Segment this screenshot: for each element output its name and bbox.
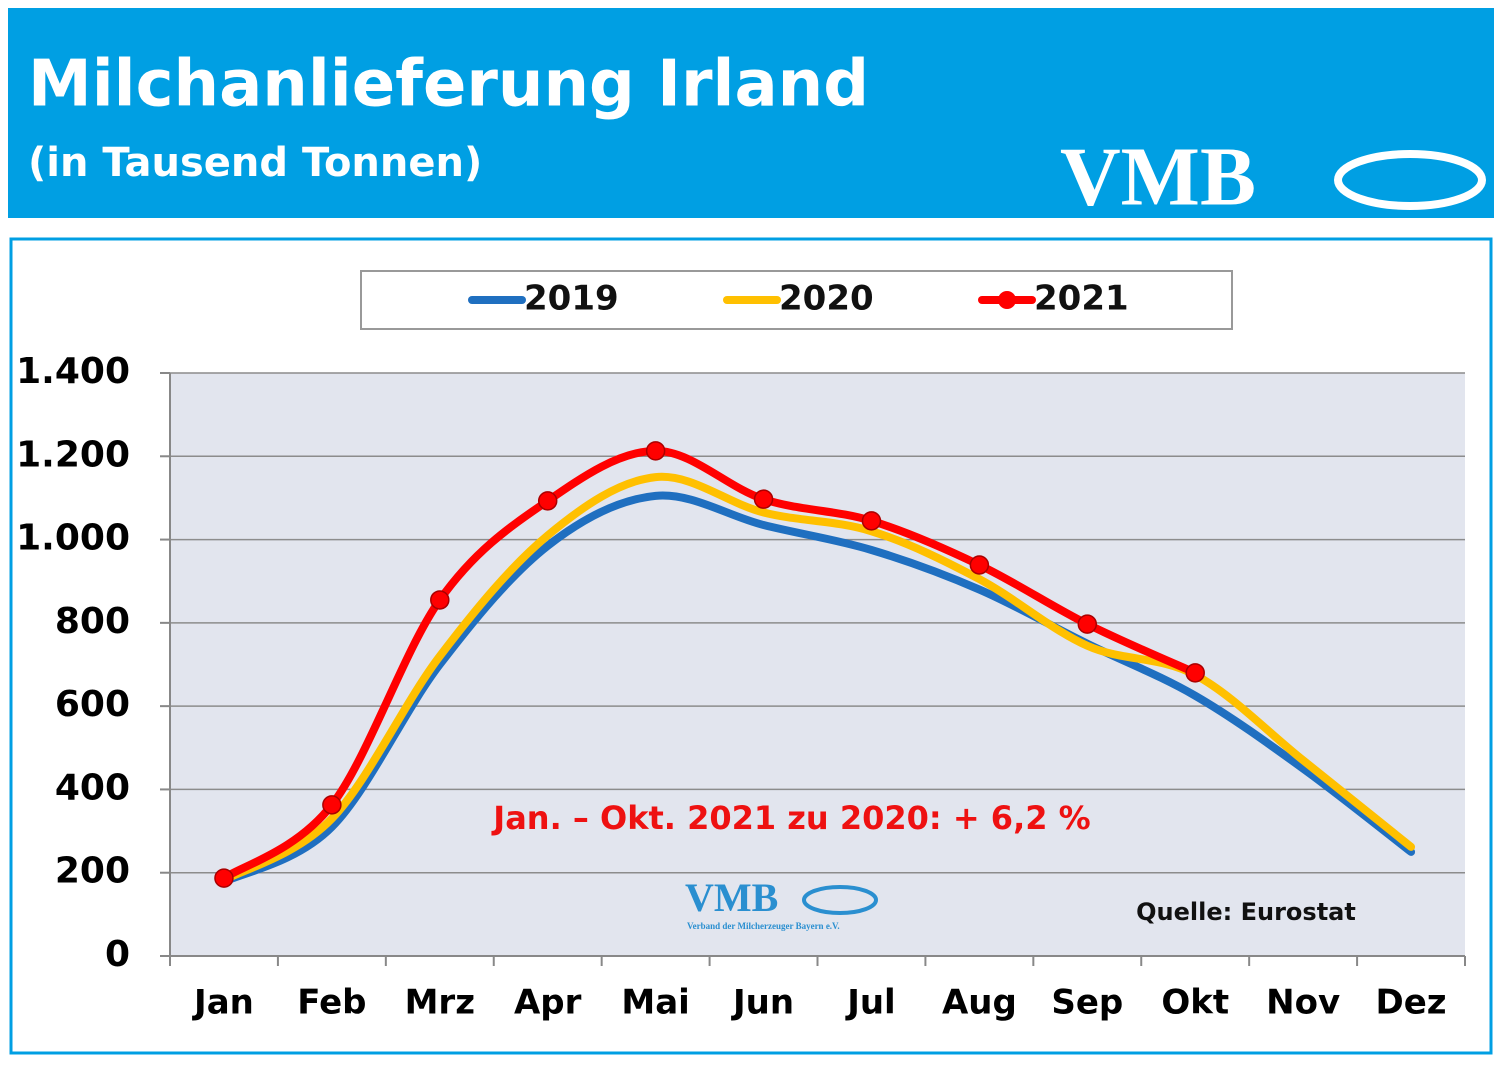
plot-area xyxy=(170,373,1465,956)
legend-label: 2019 xyxy=(524,279,619,319)
x-tick-label: Sep xyxy=(1051,983,1123,1023)
x-tick-label: Apr xyxy=(514,983,582,1023)
x-tick-label: Jan xyxy=(192,983,254,1023)
x-tick-label: Jul xyxy=(845,983,896,1023)
legend-marker xyxy=(998,291,1016,309)
y-tick-label: 1.000 xyxy=(16,518,130,559)
x-tick-label: Nov xyxy=(1266,983,1340,1023)
point xyxy=(645,441,666,461)
title: Milchanlieferung Irland xyxy=(28,48,869,122)
y-tick-label: 0 xyxy=(105,934,130,975)
y-tick-label: 800 xyxy=(55,601,130,642)
series-line xyxy=(219,446,1200,883)
point xyxy=(1185,663,1205,683)
annotation: Jan. – Okt. 2021 zu 2020: + 6,2 % xyxy=(491,799,1090,837)
logo-swoosh xyxy=(1334,150,1486,210)
x-tick-label: Aug xyxy=(942,983,1017,1023)
x-tick-label: Dez xyxy=(1376,983,1447,1023)
point xyxy=(537,491,558,511)
y-tick-label: 1.400 xyxy=(16,351,130,392)
watermark: VMB xyxy=(685,875,778,920)
x-tick-label: Feb xyxy=(297,983,366,1023)
y-tick-label: 600 xyxy=(55,684,130,725)
y-tick-label: 400 xyxy=(55,767,130,808)
logo: VMB xyxy=(1060,130,1256,223)
x-tick-label: Mai xyxy=(621,983,689,1023)
point xyxy=(214,868,234,888)
point xyxy=(753,489,774,509)
series-line xyxy=(219,472,1416,885)
x-tick-label: Mrz xyxy=(405,983,475,1023)
source: Quelle: Eurostat xyxy=(1136,898,1356,926)
x-tick-label: Okt xyxy=(1161,983,1229,1023)
point xyxy=(861,511,882,531)
point xyxy=(1077,614,1098,634)
x-tick-label: Jun xyxy=(731,983,794,1023)
legend-label: 2021 xyxy=(1034,279,1129,319)
point xyxy=(322,795,342,815)
watermark-swoosh xyxy=(802,885,878,915)
y-tick-label: 1.200 xyxy=(16,434,130,475)
point xyxy=(969,555,990,575)
legend-label: 2020 xyxy=(779,279,874,319)
point xyxy=(430,590,450,610)
y-tick-label: 200 xyxy=(55,851,130,892)
header-band xyxy=(8,8,1494,218)
series-line xyxy=(219,491,1416,886)
watermark-sub: Verband der Milcherzeuger Bayern e.V. xyxy=(687,921,840,931)
subtitle: (in Tausend Tonnen) xyxy=(28,140,482,186)
